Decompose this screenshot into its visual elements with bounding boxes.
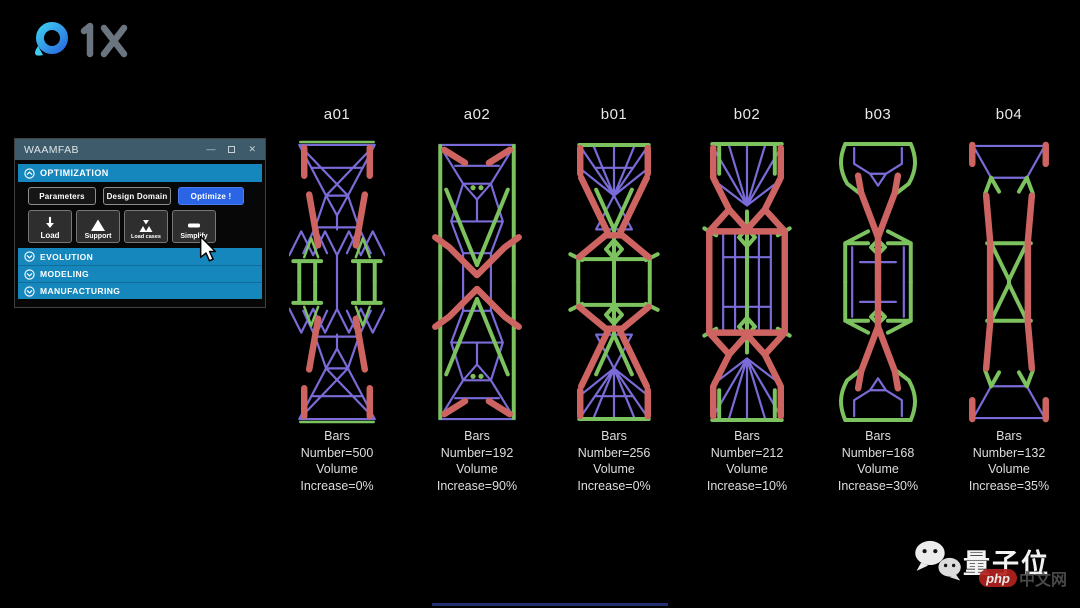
parameters-button[interactable]: Parameters	[28, 187, 96, 205]
stats-line: Number=168	[841, 445, 915, 460]
section-evolution-label: EVOLUTION	[40, 251, 94, 262]
stats-line: Increase=0%	[577, 478, 651, 493]
stats-line: Volume	[456, 462, 498, 476]
wechat-icon	[915, 540, 961, 581]
panel-title: WAAMFAB	[24, 143, 79, 156]
support-label: Support	[84, 233, 112, 240]
waamfab-panel: WAAMFAB — ✕ OPTIMIZATION Parameters Desi…	[14, 138, 266, 308]
stats-line: Number=256	[577, 445, 651, 460]
stats-line: Increase=30%	[837, 478, 919, 493]
stats-line: Number=212	[710, 445, 784, 460]
load-cases-button[interactable]: Load cases	[124, 210, 168, 243]
stats-line: Number=132	[972, 445, 1046, 460]
panel-titlebar[interactable]: WAAMFAB — ✕	[15, 139, 265, 160]
column-label: b02	[733, 106, 761, 123]
column-label: b04	[995, 106, 1023, 123]
truss-b03	[830, 141, 926, 426]
design-domain-button[interactable]: Design Domain	[103, 187, 171, 205]
stats-line: Bars	[996, 429, 1022, 443]
result-column-b01: b01 Bars Number=256 Volume Increase=0%	[559, 102, 669, 494]
truss-a01	[289, 140, 385, 426]
stats-block: Bars Number=256 Volume Increase=0%	[559, 428, 669, 494]
bar-icon	[188, 223, 200, 228]
bottom-accent-line	[432, 603, 668, 606]
load-button[interactable]: Load	[28, 210, 72, 243]
stats-block: Bars Number=132 Volume Increase=35%	[954, 428, 1064, 494]
result-column-a02: a02 Bars Number=192 Volume Increase=90%	[422, 102, 532, 494]
section-modeling-label: MODELING	[40, 269, 90, 279]
truss-a02	[429, 143, 522, 426]
load-cases-icon	[139, 220, 153, 232]
stats-line: Bars	[601, 429, 627, 443]
result-column-b02: b02 Bars Number=212 Volume Increase=10%	[692, 102, 802, 494]
section-manufacturing[interactable]: MANUFACTURING	[18, 282, 262, 299]
stats-block: Bars Number=500 Volume Increase=0%	[282, 428, 392, 494]
maximize-icon[interactable]	[228, 146, 236, 153]
stats-line: Bars	[324, 429, 350, 443]
logo-ring-icon	[34, 22, 68, 56]
watermark: php 中文网	[979, 566, 1067, 590]
stats-line: Volume	[726, 462, 768, 476]
stats-line: Increase=90%	[436, 478, 518, 493]
chevron-down-circle-icon	[24, 251, 35, 262]
load-label: Load	[40, 231, 60, 240]
triangle-icon	[91, 219, 105, 231]
section-evolution[interactable]: EVOLUTION	[18, 248, 262, 265]
section-optimization[interactable]: OPTIMIZATION	[18, 164, 262, 182]
stats-line: Volume	[316, 462, 358, 476]
stats-line: Volume	[988, 462, 1030, 476]
support-button[interactable]: Support	[76, 210, 120, 243]
chevron-down-circle-icon	[24, 285, 35, 297]
truss-b01	[566, 142, 662, 426]
stats-block: Bars Number=168 Volume Increase=30%	[823, 428, 933, 494]
mouse-cursor	[199, 236, 217, 262]
simplify-label: Simplify	[180, 233, 208, 240]
section-modeling[interactable]: MODELING	[18, 265, 262, 282]
stats-line: Increase=0%	[300, 478, 374, 493]
php-badge: php	[979, 569, 1017, 587]
load-cases-label: Load cases	[131, 234, 161, 240]
stats-block: Bars Number=212 Volume Increase=10%	[692, 428, 802, 494]
logo-1x-glyphs	[80, 22, 128, 58]
stats-line: Bars	[865, 429, 891, 443]
column-label: b03	[864, 106, 892, 123]
truss-b04	[969, 141, 1057, 426]
optimize-button[interactable]: Optimize !	[178, 187, 244, 205]
stats-line: Bars	[734, 429, 760, 443]
stats-line: Bars	[464, 429, 490, 443]
chevron-up-circle-icon	[24, 167, 35, 179]
result-column-a01: a01 Bars Number=500 Volume Increase=0%	[282, 102, 392, 494]
stats-line: Increase=35%	[968, 478, 1050, 493]
section-manufacturing-label: MANUFACTURING	[40, 286, 121, 296]
brand-logo	[34, 22, 128, 58]
result-column-b04: b04 Bars Number=132 Volume Increase=35%	[954, 102, 1064, 494]
chevron-down-circle-icon	[24, 268, 35, 280]
stats-line: Volume	[857, 462, 899, 476]
minimize-icon[interactable]: —	[206, 144, 216, 154]
watermark-suffix: 中文网	[1019, 572, 1068, 589]
footer-brand: 量子位 php 中文网	[913, 538, 1073, 598]
column-label: b01	[600, 106, 628, 123]
truss-b02	[699, 141, 795, 426]
column-label: a02	[463, 106, 491, 123]
stats-line: Increase=10%	[706, 478, 788, 493]
close-icon[interactable]: ✕	[248, 144, 256, 154]
section-optimization-label: OPTIMIZATION	[40, 168, 109, 178]
result-column-b03: b03 Bars Number=168 Volume Increase=30%	[823, 102, 933, 494]
stats-block: Bars Number=192 Volume Increase=90%	[422, 428, 532, 494]
down-arrow-icon	[46, 216, 54, 228]
stats-line: Volume	[593, 462, 635, 476]
column-label: a01	[323, 106, 351, 123]
stats-line: Number=500	[300, 445, 374, 460]
stats-line: Number=192	[440, 445, 514, 460]
simplify-button[interactable]: Simplify	[172, 210, 216, 243]
